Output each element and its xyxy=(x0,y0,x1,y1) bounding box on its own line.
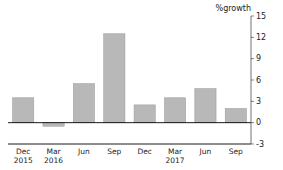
chart-container: -3 0 3 6 9 12 15 %growth Dec2015 Mar2016 Jun Sep Dec… xyxy=(0,0,283,170)
bar xyxy=(104,34,125,123)
x-tick-label: Jun xyxy=(199,147,212,156)
y-tick xyxy=(251,101,254,102)
y-tick-label: -3 xyxy=(256,140,264,149)
y-tick xyxy=(251,16,254,17)
y-tick-label: 0 xyxy=(256,118,261,127)
x-tick-label: Dec xyxy=(137,147,152,156)
y-tick-label: 15 xyxy=(256,12,266,21)
x-tick-label: Jun xyxy=(77,147,90,156)
y-tick-label: 9 xyxy=(256,54,261,63)
y-tick xyxy=(251,58,254,59)
y-tick-label: 12 xyxy=(256,33,266,42)
bar xyxy=(73,84,94,123)
bar xyxy=(195,89,216,123)
bottom-line xyxy=(8,144,251,145)
y-tick xyxy=(251,37,254,38)
bar xyxy=(43,123,64,127)
y-tick xyxy=(251,80,254,81)
background xyxy=(0,0,283,170)
x-tick-label: Sep xyxy=(107,147,121,156)
bars xyxy=(13,34,247,126)
bar xyxy=(225,108,246,122)
chart: -3 0 3 6 9 12 15 %growth Dec2015 Mar2016 Jun Sep Dec… xyxy=(0,0,283,170)
x-tick-label: Dec2015 xyxy=(14,147,33,165)
y-axis-label: %growth xyxy=(216,4,251,13)
x-tick-label: Sep xyxy=(229,147,243,156)
y-tick xyxy=(251,144,254,145)
bar xyxy=(164,98,185,123)
x-tick-label: Mar2016 xyxy=(44,147,63,165)
bar xyxy=(134,105,155,123)
y-tick xyxy=(251,122,254,123)
zero-line xyxy=(8,122,251,123)
y-tick-label: 3 xyxy=(256,97,261,106)
bar xyxy=(13,98,34,123)
y-tick-label: 6 xyxy=(256,76,261,85)
x-tick-label: Mar2017 xyxy=(166,147,185,165)
